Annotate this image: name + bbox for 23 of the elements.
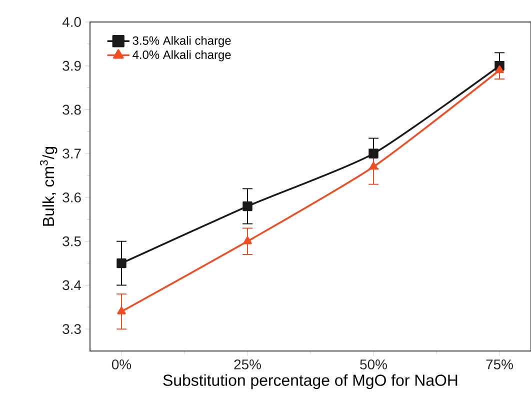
y-tick-label: 3.5 [62,236,81,246]
y-tick-label: 3.4 [62,280,82,290]
y-axis-title: Bulk, cm$^{3}$/g [40,146,58,226]
point [495,65,504,74]
x-tick-label: 25% [234,359,261,370]
y-tick-label: 3.3 [62,324,81,334]
point [243,236,252,244]
x-axis-title: Substitution percentage of MgO for NaOH [163,374,458,390]
x-tick-label: 75% [486,359,513,370]
point [368,148,378,158]
legend-label: 3.5% Alkali charge [132,36,231,48]
y-tick-label: 4.0 [62,17,81,27]
x-tick-label: 0% [112,359,132,370]
point [242,201,252,212]
legend-label: 4.0% Alkali charge [132,50,231,62]
x-tick-label: 50% [360,359,387,370]
point [117,306,126,314]
point [369,162,378,170]
y-tick-label: 3.8 [62,104,81,115]
y-tick-label: 3.6 [62,192,81,202]
point [116,258,126,268]
y-tick-label: 3.9 [62,60,81,71]
y-tick-label: 3.7 [62,148,81,159]
